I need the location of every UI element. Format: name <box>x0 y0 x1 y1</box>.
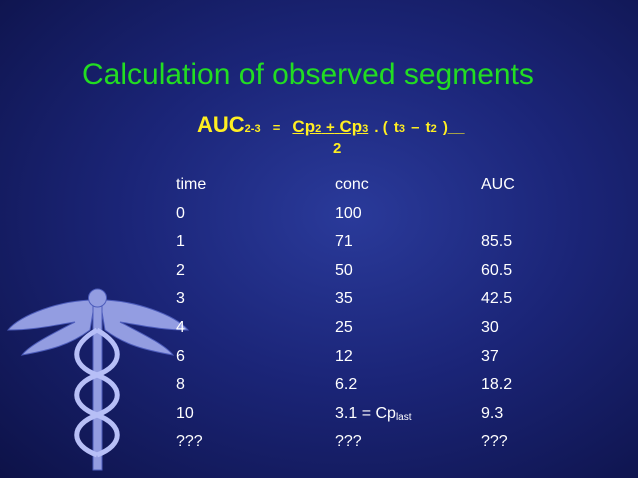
formula-text: Cp <box>292 117 316 136</box>
table-cell: 42.5 <box>481 290 513 308</box>
table-cell: ??? <box>176 433 203 451</box>
formula-text: Cp <box>339 117 363 136</box>
formula-text: t <box>393 119 399 136</box>
table-header: conc <box>335 176 369 193</box>
table-cell: 60.5 <box>481 261 513 279</box>
cell-text: 3.1 = Cp <box>335 404 396 422</box>
formula: AUC2-3 = Cp2 + Cp3 . ( t3 – t2 )__ <box>197 112 465 138</box>
table-cell: 30 <box>481 319 499 336</box>
table-cell: 25 <box>335 319 353 336</box>
formula-sub: 3 <box>398 123 405 135</box>
table-cell: 2 <box>176 261 185 279</box>
table-cell: 18.2 <box>481 376 513 394</box>
formula-sub: 2-3 <box>244 123 261 135</box>
table-cell: ??? <box>335 433 362 451</box>
formula-text: – <box>411 119 420 136</box>
table-cell: 1 <box>176 233 185 251</box>
table-cell: 0 <box>176 204 185 222</box>
formula-text: AUC <box>197 112 245 137</box>
table-cell: 3 <box>176 290 185 308</box>
table-cell: 35 <box>335 290 353 308</box>
formula-numerator: Cp2 + Cp3 <box>292 117 368 136</box>
table-cell: 10 <box>176 404 194 422</box>
table-cell: 50 <box>335 261 353 279</box>
table-cell: 6 <box>176 347 185 365</box>
table-cell: 12 <box>335 347 353 365</box>
cell-sub: last <box>395 411 412 423</box>
table-cell: 85.5 <box>481 233 513 251</box>
formula-sub: 3 <box>362 123 369 135</box>
table-cell: 3.1 = Cplast <box>335 405 412 423</box>
table-cell: 37 <box>481 347 499 365</box>
table-cell: ??? <box>481 433 508 451</box>
table-cell: 8 <box>176 376 185 394</box>
table-cell: 9.3 <box>481 404 504 422</box>
table-cell: 100 <box>335 204 362 222</box>
formula-text: + <box>325 119 335 136</box>
slide-title: Calculation of observed segments <box>82 58 534 91</box>
formula-text: )__ <box>442 119 465 136</box>
formula-denominator: 2 <box>333 140 342 157</box>
table-cell: 4 <box>176 319 185 336</box>
formula-text: t <box>425 119 431 136</box>
formula-text: = <box>272 120 281 135</box>
formula-sub: 2 <box>430 123 437 135</box>
table-header: time <box>176 176 207 193</box>
table-cell: 6.2 <box>335 376 358 394</box>
formula-sub: 2 <box>315 123 322 135</box>
table-header: AUC <box>481 176 515 193</box>
table-cell: 71 <box>335 233 353 251</box>
formula-text: . ( <box>374 119 388 136</box>
